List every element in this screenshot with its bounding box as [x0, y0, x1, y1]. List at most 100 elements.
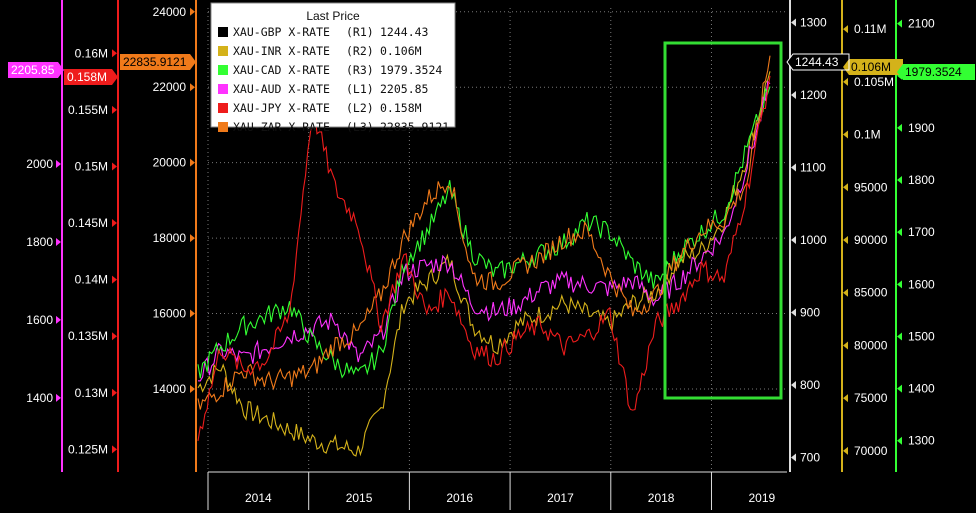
tick-marker	[190, 158, 195, 167]
tick-label-R2: 80000	[854, 338, 888, 352]
tick-marker	[843, 288, 848, 297]
flag-label: 1244.43	[795, 55, 839, 69]
flag-bg	[64, 69, 118, 85]
tick-label-R2: 75000	[854, 391, 888, 405]
x-tick-label: 2015	[346, 491, 373, 505]
tick-marker	[112, 388, 117, 397]
series-line-R1	[197, 61, 771, 435]
series-line-L3	[197, 55, 771, 410]
tick-marker	[897, 123, 902, 132]
tick-marker	[112, 162, 117, 171]
legend-last-price: 1244.43	[380, 25, 429, 39]
flag-bg	[843, 59, 903, 75]
tick-marker	[791, 91, 796, 99]
tick-label-L2: 0.15M	[75, 159, 108, 173]
legend-swatch	[218, 46, 228, 56]
tick-label-R2: 0.105M	[854, 75, 894, 89]
tick-label-R2: 90000	[854, 233, 888, 247]
tick-label-L1: 1600	[26, 313, 53, 327]
tick-label-R3: 1500	[908, 329, 935, 343]
legend-swatch	[218, 122, 228, 132]
tick-label-R2: 85000	[854, 286, 888, 300]
tick-label-R1: 1200	[800, 88, 827, 102]
tick-label-L1: 1400	[26, 391, 53, 405]
tick-marker	[112, 49, 117, 58]
flag-bg	[8, 62, 64, 78]
tick-label-R3: 1700	[908, 225, 935, 239]
flag-bg	[787, 54, 849, 70]
legend-axis: (R3)	[346, 63, 374, 77]
tick-marker	[112, 445, 117, 454]
legend-swatch	[218, 84, 228, 94]
flag-bg	[897, 64, 975, 80]
tick-marker	[843, 77, 848, 86]
tick-marker	[112, 219, 117, 228]
x-tick-label: 2014	[245, 491, 272, 505]
tick-label-R2: 0.1M	[854, 128, 881, 142]
flag-label: 2205.85	[11, 63, 55, 77]
tick-label-R3: 1900	[908, 121, 935, 135]
tick-label-R2: 0.11M	[854, 22, 886, 36]
x-tick-label: 2018	[648, 491, 675, 505]
tick-marker	[56, 159, 61, 168]
tick-marker	[791, 308, 796, 317]
tick-marker	[897, 228, 902, 237]
tick-label-L2: 0.14M	[75, 273, 108, 287]
legend-label: XAU-INR X-RATE	[233, 44, 330, 58]
flag-label: 22835.9121	[123, 55, 187, 69]
tick-marker	[112, 275, 117, 284]
series-lines	[197, 55, 771, 457]
tick-label-R1: 800	[800, 378, 820, 392]
legend-label: XAU-ZAR X-RATE	[233, 120, 330, 134]
tick-label-L1: 1800	[26, 235, 53, 249]
x-axis: 2014 2015 2016 2017 2018 2019	[207, 471, 787, 510]
series-line-R3	[197, 86, 771, 379]
tick-marker	[791, 18, 796, 27]
tick-marker	[843, 183, 848, 192]
tick-marker	[112, 105, 117, 114]
tick-marker	[897, 384, 902, 393]
flag-label: 1979.3524	[905, 65, 962, 79]
tick-marker	[791, 453, 796, 462]
legend-label: XAU-GBP X-RATE	[233, 25, 330, 39]
legend-axis: (L2)	[346, 101, 374, 115]
legend-title: Last Price	[306, 9, 360, 23]
tick-marker	[56, 237, 61, 246]
tick-marker	[897, 176, 902, 185]
legend-box	[210, 2, 456, 128]
tick-label-R1: 1300	[800, 16, 827, 30]
legend-last-price: 0.106M	[380, 44, 422, 58]
tick-label-R3: 1400	[908, 382, 935, 396]
legend: Last Price XAU-GBP X-RATE (R1) 1244.43 XAU-…	[210, 2, 456, 134]
tick-label-R1: 1000	[800, 233, 827, 247]
tick-label-R2: 70000	[854, 444, 888, 458]
flag-bg	[120, 54, 196, 70]
tick-marker	[897, 436, 902, 445]
tick-label-L3: 16000	[153, 307, 187, 321]
tick-label-L3: 20000	[153, 156, 187, 170]
highlight-box	[663, 41, 783, 400]
legend-label: XAU-AUD X-RATE	[233, 82, 330, 96]
tick-label-R1: 900	[800, 306, 820, 320]
tick-marker	[843, 446, 848, 455]
tick-marker	[190, 309, 195, 318]
tick-marker	[190, 234, 195, 243]
flag-label: 0.158M	[67, 70, 107, 84]
tick-marker	[791, 381, 796, 389]
tick-label-L2: 0.135M	[68, 329, 108, 343]
tick-label-R3: 1800	[908, 173, 935, 187]
tick-marker	[843, 25, 848, 34]
tick-label-L3: 18000	[153, 231, 187, 245]
tick-marker	[190, 83, 195, 92]
series-line-L2	[197, 75, 771, 441]
legend-axis: (L1)	[346, 82, 374, 96]
tick-label-L3: 14000	[153, 382, 187, 396]
tick-marker	[843, 130, 848, 139]
tick-label-L2: 0.125M	[68, 442, 108, 456]
tick-label-R3: 1300	[908, 434, 935, 448]
tick-marker	[791, 163, 796, 172]
tick-marker	[843, 236, 848, 244]
tick-label-L2: 0.16M	[75, 46, 108, 60]
tick-marker	[190, 7, 195, 16]
